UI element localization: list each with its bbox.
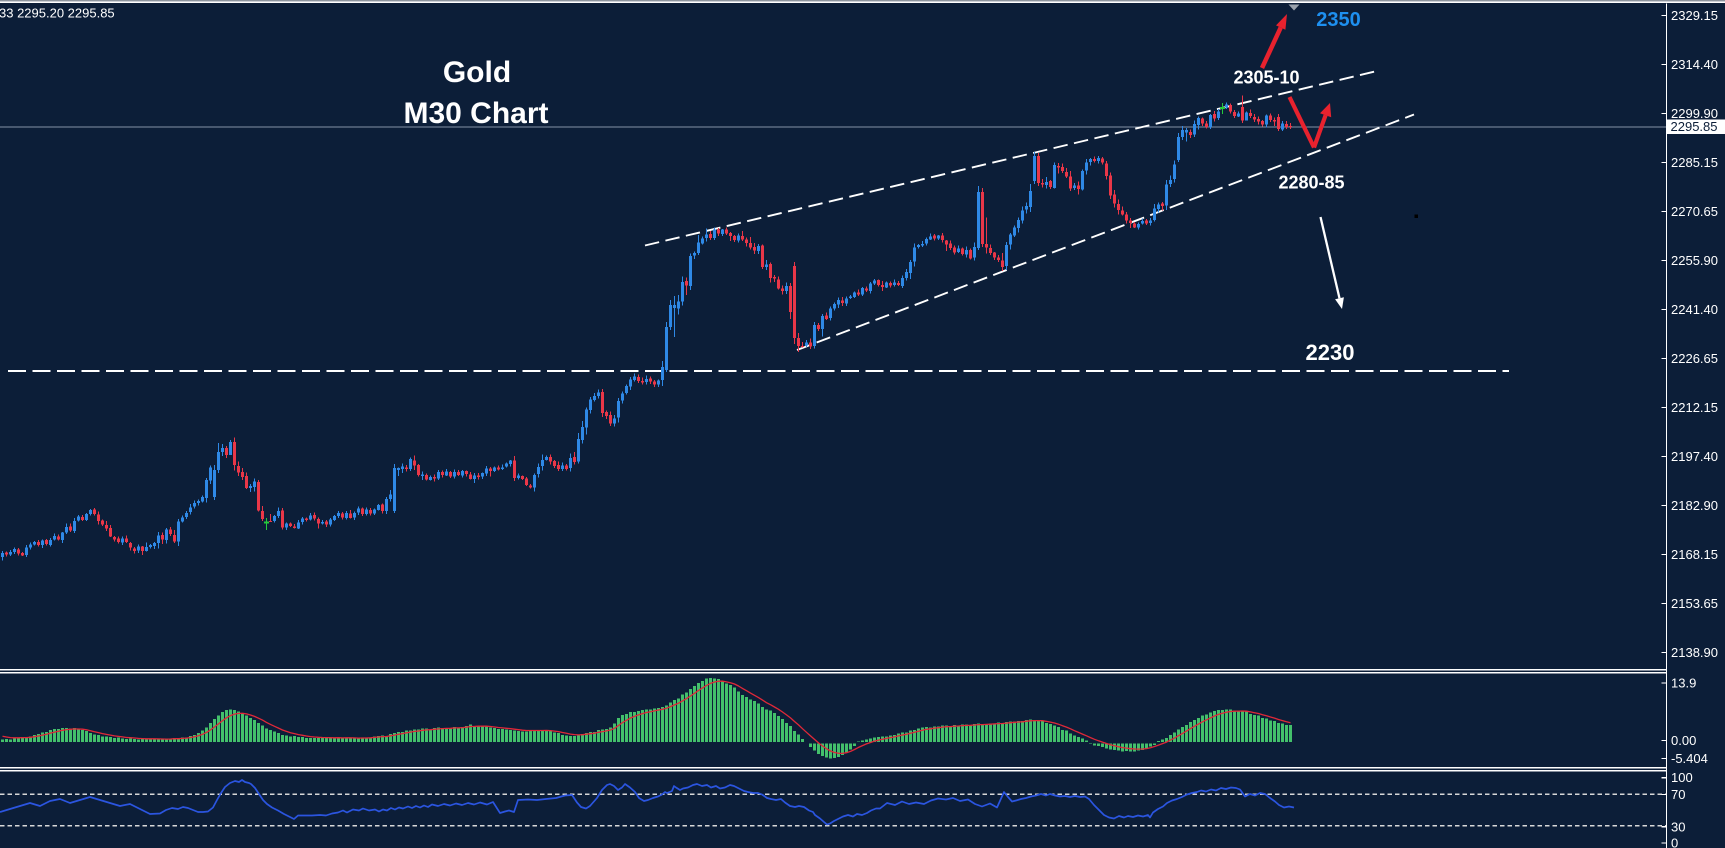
svg-text:2299.90: 2299.90 bbox=[1671, 106, 1718, 121]
svg-text:70: 70 bbox=[1671, 787, 1685, 802]
svg-text:2182.90: 2182.90 bbox=[1671, 498, 1718, 513]
svg-text:2305-10: 2305-10 bbox=[1233, 68, 1299, 88]
svg-text:-5.404: -5.404 bbox=[1671, 751, 1708, 766]
svg-text:2295.85: 2295.85 bbox=[1671, 119, 1718, 134]
svg-text:33 2295.20 2295.85: 33 2295.20 2295.85 bbox=[0, 6, 115, 21]
svg-text:2255.90: 2255.90 bbox=[1671, 253, 1718, 268]
svg-text:2212.15: 2212.15 bbox=[1671, 400, 1718, 415]
svg-text:2226.65: 2226.65 bbox=[1671, 351, 1718, 366]
svg-text:2314.40: 2314.40 bbox=[1671, 57, 1718, 72]
svg-text:2285.15: 2285.15 bbox=[1671, 155, 1718, 170]
svg-text:M30 Chart: M30 Chart bbox=[403, 97, 548, 130]
svg-text:2280-85: 2280-85 bbox=[1278, 173, 1344, 193]
svg-text:Gold: Gold bbox=[443, 56, 511, 89]
svg-text:2270.65: 2270.65 bbox=[1671, 204, 1718, 219]
svg-text:0.00: 0.00 bbox=[1671, 733, 1696, 748]
svg-text:0: 0 bbox=[1671, 836, 1678, 848]
svg-text:2153.65: 2153.65 bbox=[1671, 596, 1718, 611]
svg-text:2168.15: 2168.15 bbox=[1671, 547, 1718, 562]
svg-text:2230: 2230 bbox=[1306, 340, 1355, 365]
svg-text:2241.40: 2241.40 bbox=[1671, 302, 1718, 317]
svg-text:30: 30 bbox=[1671, 819, 1685, 834]
svg-text:2197.40: 2197.40 bbox=[1671, 449, 1718, 464]
svg-text:13.9: 13.9 bbox=[1671, 676, 1696, 691]
svg-text:2138.90: 2138.90 bbox=[1671, 645, 1718, 660]
svg-text:2350: 2350 bbox=[1316, 9, 1361, 31]
svg-text:100: 100 bbox=[1671, 770, 1693, 785]
svg-text:2329.15: 2329.15 bbox=[1671, 8, 1718, 23]
